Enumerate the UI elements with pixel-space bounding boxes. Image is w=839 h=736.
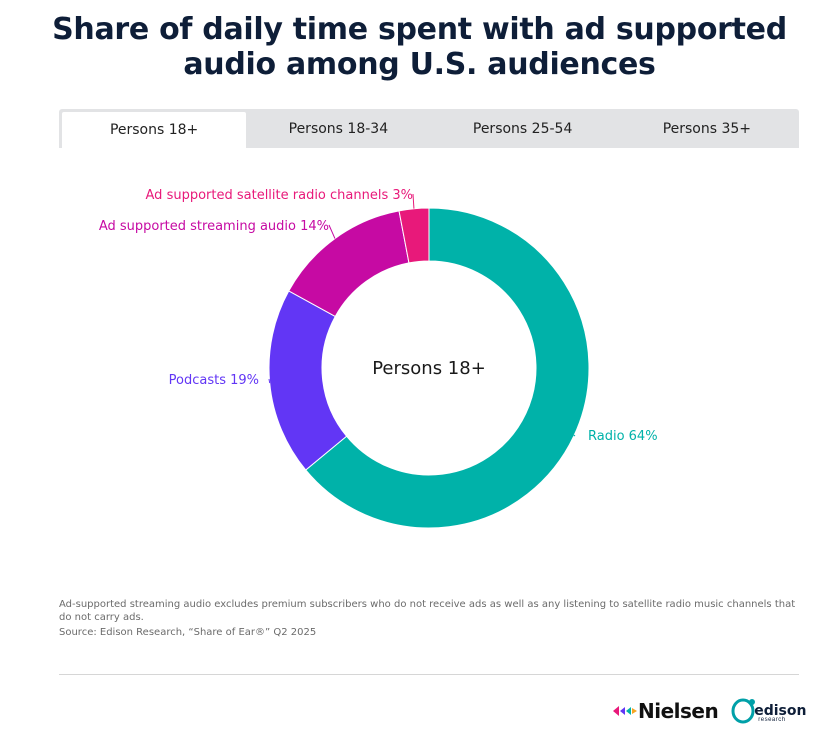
tab-persons-25-54[interactable]: Persons 25-54 (472, 120, 573, 137)
edison-orbit-icon (731, 698, 756, 724)
slice-label: Ad supported satellite radio channels 3% (146, 188, 413, 203)
chart-title: Share of daily time spent with ad suppor… (0, 12, 839, 82)
nielsen-logo: Nielsen (612, 699, 719, 723)
divider (59, 674, 799, 675)
edison-logo: edison research (730, 696, 806, 726)
donut-slice-radio[interactable] (305, 207, 590, 529)
slice-label: Radio 64% (588, 429, 658, 444)
donut-chart: Radio 64% Podcasts 19% Ad supported stream… (99, 188, 658, 529)
footnote-text: Ad-supported streaming audio excludes pr… (59, 599, 796, 623)
donut-center-label: Persons 18+ (372, 358, 486, 379)
leader-line (573, 434, 576, 437)
slice-label: Podcasts 19% (169, 373, 259, 388)
tab-persons-18-34[interactable]: Persons 18-34 (288, 120, 389, 137)
donut-slice-ad-supported-satellite-radio-channels[interactable] (398, 207, 430, 264)
nielsen-mark-icon (613, 706, 637, 716)
leader-line (328, 224, 336, 239)
edison-wordmark: edison (754, 703, 807, 719)
title-line-2: audio among U.S. audiences (183, 47, 656, 82)
nielsen-wordmark: Nielsen (638, 699, 719, 723)
audience-tabs: Persons 18+ Persons 18-34 Persons 25-54 … (59, 109, 799, 148)
leader-line (268, 378, 271, 384)
donut-slice-podcasts[interactable] (268, 290, 348, 471)
tab-persons-35-plus[interactable]: Persons 35+ (662, 120, 752, 137)
slice-label: Ad supported streaming audio 14% (99, 219, 329, 234)
leader-line (412, 193, 415, 209)
tab-persons-18-plus[interactable]: Persons 18+ (62, 112, 247, 148)
footnote: Ad-supported streaming audio excludes pr… (59, 599, 799, 640)
title-line-1: Share of daily time spent with ad suppor… (52, 12, 787, 47)
source-text: Source: Edison Research, “Share of Ear®”… (59, 627, 317, 638)
edison-subtitle: research (758, 717, 786, 723)
logos: Nielsen edison research (612, 696, 806, 726)
